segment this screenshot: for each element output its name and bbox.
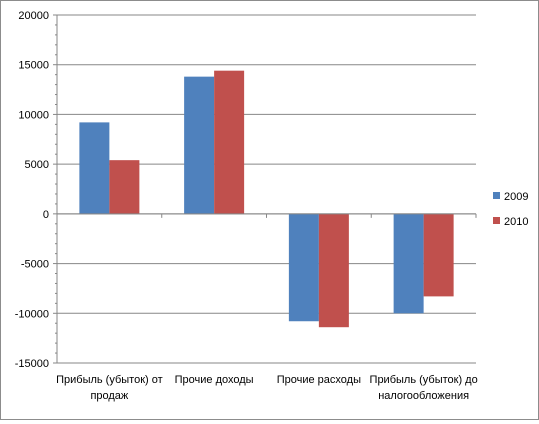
bar-2009 [79,122,110,214]
x-category-label: продаж [90,390,128,402]
x-category-label: Прочие расходы [277,374,361,386]
bar-2009 [184,76,215,214]
y-tick-label: -10000 [15,308,49,320]
legend: 2009 2010 [493,191,528,228]
bar-2010 [318,213,349,328]
y-tick-label: 20000 [18,10,49,22]
x-category-label: Прибыль (убыток) до [370,374,478,386]
bar-2010 [109,160,140,214]
legend-label: 2009 [504,191,528,203]
legend-label: 2010 [504,216,528,228]
bars [79,70,454,328]
bar-2009 [393,213,424,314]
y-axis: 20000 15000 10000 5000 0 -5000 -10000 -15000 [15,10,58,370]
x-category-label: Прочие доходы [175,374,254,386]
y-tick-label: -15000 [15,358,49,370]
y-tick-label: 0 [43,209,49,221]
x-category-label: Прибыль (убыток) от [56,374,163,386]
bar-2010 [214,70,245,214]
legend-swatch-2010 [493,217,500,224]
x-axis: Прибыль (убыток) от продаж Прочие доходы Пр… [56,213,478,402]
bar-2009 [288,213,319,322]
y-tick-label: -5000 [21,259,49,271]
legend-swatch-2009 [493,192,500,199]
y-tick-label: 10000 [18,109,49,121]
bar-2010 [423,213,454,297]
x-category-label: налогообложения [378,390,469,402]
y-tick-label: 5000 [25,159,49,171]
y-tick-label: 15000 [18,60,49,72]
